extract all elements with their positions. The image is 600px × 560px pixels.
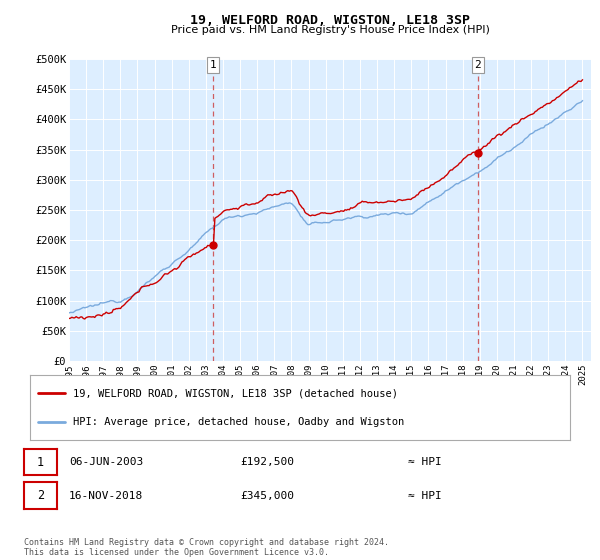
Text: 2: 2 [37,489,44,502]
Text: 2: 2 [475,60,481,70]
Text: 16-NOV-2018: 16-NOV-2018 [69,491,143,501]
Text: 19, WELFORD ROAD, WIGSTON, LE18 3SP (detached house): 19, WELFORD ROAD, WIGSTON, LE18 3SP (det… [73,388,398,398]
Text: ≈ HPI: ≈ HPI [408,491,442,501]
Text: £345,000: £345,000 [240,491,294,501]
Text: HPI: Average price, detached house, Oadby and Wigston: HPI: Average price, detached house, Oadb… [73,417,404,427]
Text: 1: 1 [37,455,44,469]
Text: ≈ HPI: ≈ HPI [408,457,442,467]
Text: Contains HM Land Registry data © Crown copyright and database right 2024.
This d: Contains HM Land Registry data © Crown c… [24,538,389,557]
Text: 19, WELFORD ROAD, WIGSTON, LE18 3SP: 19, WELFORD ROAD, WIGSTON, LE18 3SP [190,14,470,27]
Text: 06-JUN-2003: 06-JUN-2003 [69,457,143,467]
Text: 1: 1 [210,60,217,70]
Text: £192,500: £192,500 [240,457,294,467]
Text: Price paid vs. HM Land Registry's House Price Index (HPI): Price paid vs. HM Land Registry's House … [170,25,490,35]
